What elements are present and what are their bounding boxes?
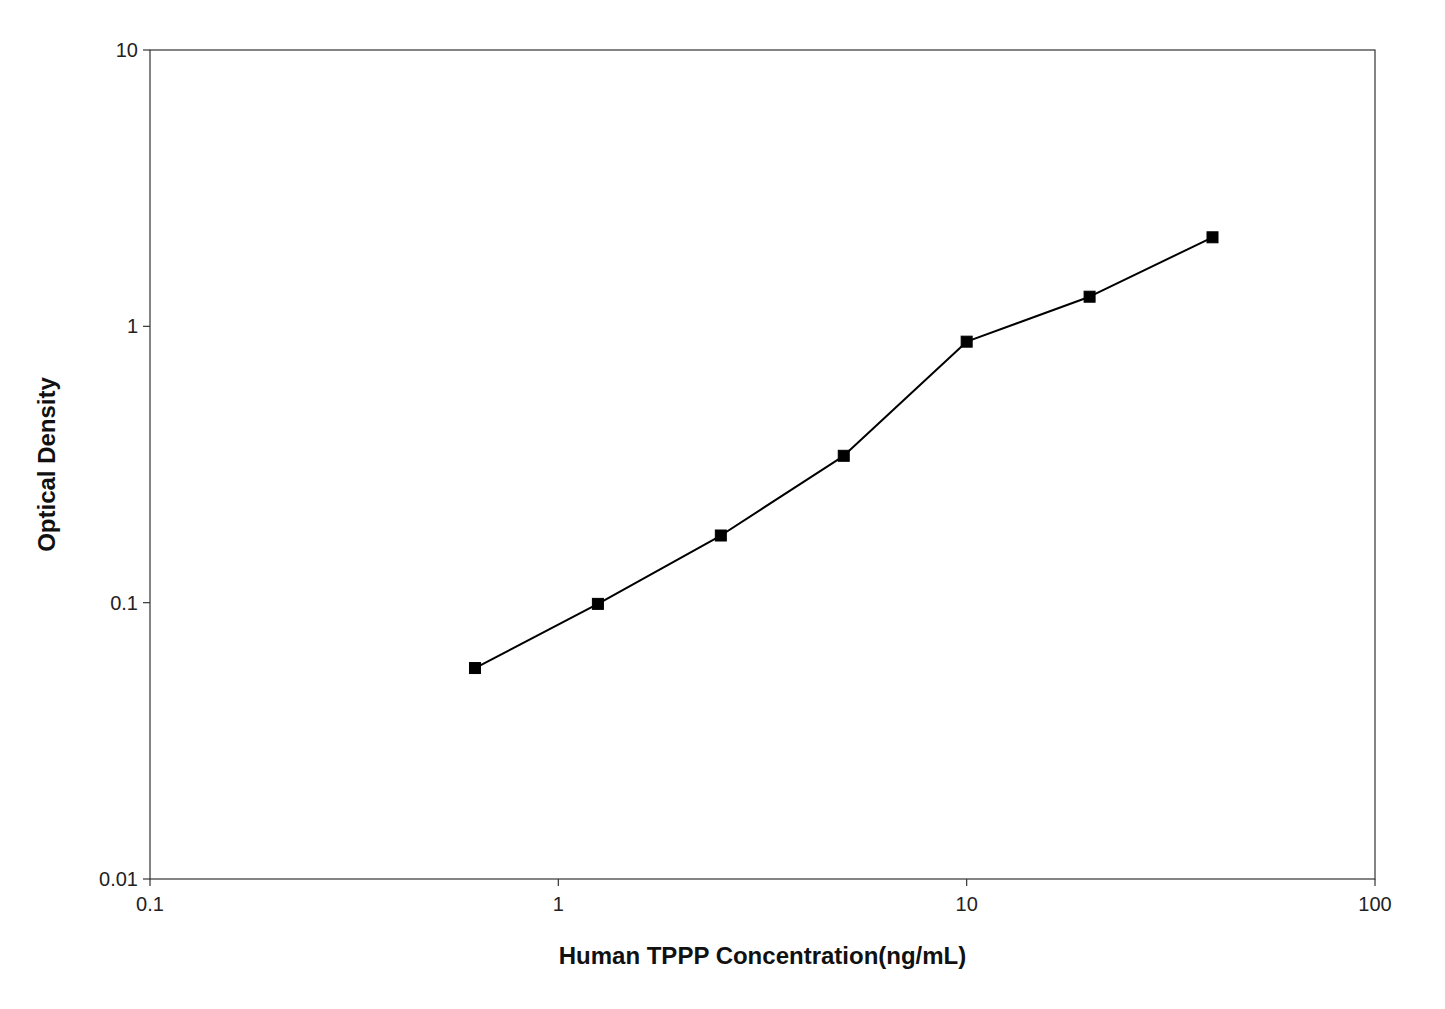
data-point	[838, 450, 849, 461]
axes: 0.1 1 10 100 0.01 0.1 1 10	[99, 39, 1392, 915]
chart-container: 0.1 1 10 100 0.01 0.1 1 10 Human TPPP Concentrat…	[0, 0, 1445, 1009]
x-tick	[966, 879, 967, 886]
data-point	[715, 530, 726, 541]
chart-svg: 0.1 1 10 100 0.01 0.1 1 10 Human TPPP Concentrat…	[0, 0, 1445, 1009]
data-point	[1207, 232, 1218, 243]
data-point	[469, 663, 480, 674]
x-tick	[1374, 879, 1375, 886]
plot-frame	[150, 50, 1375, 879]
y-tick	[143, 878, 150, 879]
data-line	[475, 237, 1213, 668]
x-tick-label: 100	[1358, 893, 1391, 915]
y-axis-label: Optical Density	[33, 376, 60, 551]
y-tick	[143, 49, 150, 50]
y-tick-label: 10	[116, 39, 138, 61]
data-point	[1084, 291, 1095, 302]
x-tick	[558, 879, 559, 886]
y-tick-label: 0.01	[99, 868, 138, 890]
x-axis-label: Human TPPP Concentration(ng/mL)	[559, 942, 967, 969]
plot-background	[150, 50, 1375, 879]
data-point	[961, 336, 972, 347]
y-tick	[143, 602, 150, 603]
y-tick-label: 0.1	[110, 592, 138, 614]
data-layer	[469, 232, 1218, 674]
x-tick-label: 10	[956, 893, 978, 915]
x-tick-label: 1	[553, 893, 564, 915]
data-point	[592, 598, 603, 609]
y-tick-label: 1	[127, 315, 138, 337]
x-tick-label: 0.1	[136, 893, 164, 915]
x-tick	[149, 879, 150, 886]
y-tick	[143, 326, 150, 327]
